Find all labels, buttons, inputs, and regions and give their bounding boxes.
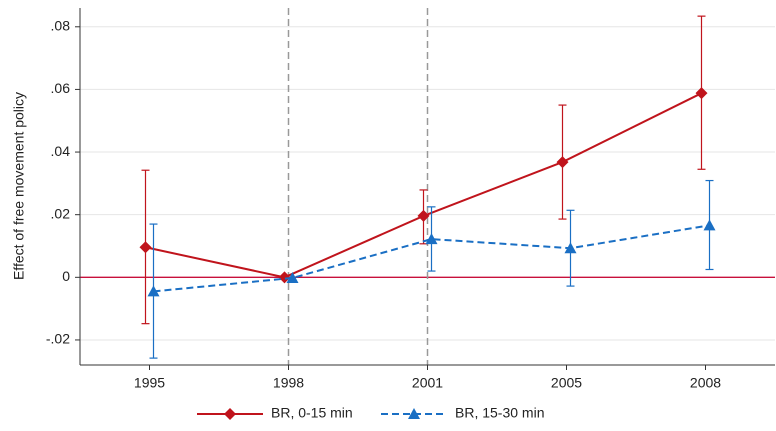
y-tick-label: .06: [51, 80, 71, 96]
y-tick-label: .08: [51, 17, 71, 33]
data-point: [695, 87, 708, 100]
data-point: [425, 233, 438, 245]
data-point: [286, 271, 299, 283]
legend-marker: [224, 408, 236, 420]
data-point: [556, 156, 569, 169]
series-line: [153, 224, 710, 293]
y-tick-label: 0: [62, 268, 70, 284]
legend-label: BR, 0-15 min: [271, 405, 353, 421]
x-tick-label: 2001: [412, 375, 443, 391]
x-tick-label: 1998: [273, 375, 304, 391]
y-tick-label: .02: [51, 205, 71, 221]
data-point: [564, 242, 577, 254]
legend-marker: [408, 408, 420, 419]
data-point: [417, 209, 430, 222]
y-axis-label: Effect of free movement policy: [11, 92, 27, 280]
y-tick-label: -.02: [46, 331, 70, 347]
x-tick-label: 2008: [690, 375, 721, 391]
data-point: [139, 241, 152, 254]
x-tick-label: 1995: [134, 375, 165, 391]
legend-label: BR, 15-30 min: [455, 405, 544, 421]
y-tick-label: .04: [51, 143, 71, 159]
data-point: [703, 219, 716, 231]
data-point: [278, 271, 291, 284]
data-point: [147, 285, 160, 297]
x-tick-label: 2005: [551, 375, 582, 391]
